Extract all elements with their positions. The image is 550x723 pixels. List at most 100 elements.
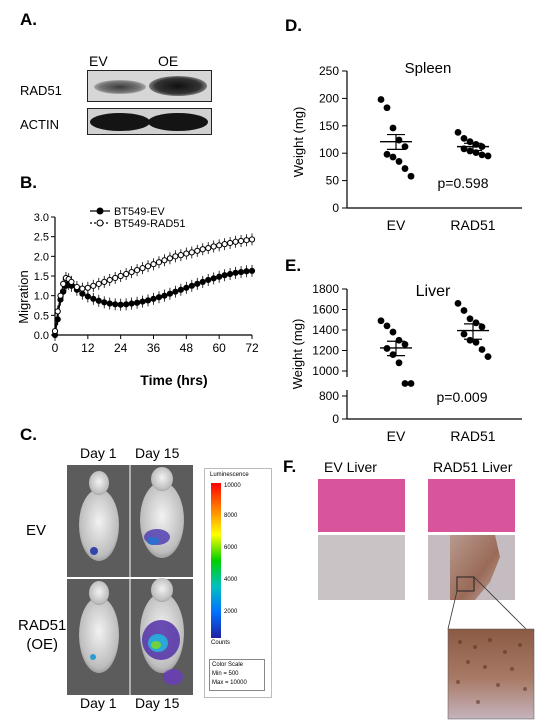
migration-point [172, 288, 179, 295]
migration-y-tick-label: 2.5 [34, 232, 49, 244]
panel-label-f: F. [283, 457, 297, 476]
spleen-point [460, 135, 468, 142]
migration-chart: Migration Time (hrs) 0.0 0.5 1.0 1.5 2.0 2.5 3… [16, 206, 259, 388]
liver-y-tick-label: 1000 [312, 364, 339, 378]
liver-axis-break [342, 377, 352, 390]
migration-point [150, 295, 157, 302]
migration-legend-marker [96, 207, 104, 215]
migration-point [73, 283, 80, 291]
migration-point [106, 300, 113, 307]
migration-point [194, 280, 201, 287]
ev-he-section [318, 479, 405, 532]
migration-point [139, 298, 146, 305]
migration-point [84, 284, 91, 291]
blot-row-actin: ACTIN [20, 117, 59, 132]
migration-y-tick-label: 1.5 [34, 271, 49, 283]
migration-x-label: Time (hrs) [140, 372, 207, 388]
panel-label-e: E. [285, 256, 302, 275]
migration-point [177, 286, 184, 293]
migration-point [150, 261, 157, 268]
migration-point [101, 278, 108, 286]
migration-x-tick-label: 36 [147, 341, 161, 355]
liver-point [466, 315, 474, 323]
spleen-point [407, 172, 415, 180]
migration-point [128, 300, 135, 307]
spleen-y-tick-label: 50 [326, 174, 340, 188]
row-label-rad51: RAD51 (OE) [18, 617, 67, 653]
liver-point [377, 317, 385, 325]
histology-images [318, 479, 535, 720]
migration-x-tick-label: 60 [212, 341, 226, 355]
migration-point [199, 246, 206, 253]
panel-label-b: B. [20, 173, 37, 192]
migration-point [205, 276, 212, 284]
day-label-top-15: Day 15 [135, 445, 180, 461]
spleen-point [395, 136, 403, 144]
spleen-y-tick-label: 200 [319, 91, 339, 105]
spleen-point [401, 143, 409, 151]
spleen-point [478, 151, 486, 159]
migration-point [216, 273, 223, 280]
migration-point [221, 272, 228, 279]
migration-point [237, 268, 245, 276]
spleen-y-tick-label: 250 [319, 64, 339, 78]
spleen-title: Spleen [405, 60, 452, 77]
liver-x-label: EV [387, 428, 406, 444]
imaging-panel: Day 1 Day 15 EV RAD51 (OE) Day 1 Day 15 [10, 440, 280, 723]
liver-point [389, 351, 397, 358]
migration-point [221, 241, 228, 248]
liver-point [395, 359, 403, 367]
liver-point [466, 336, 474, 344]
migration-point [237, 237, 245, 245]
liver-p-value: p=0.009 [437, 389, 488, 405]
migration-x-tick-label: 24 [114, 341, 128, 355]
blot-lane-ev: EV [89, 53, 108, 69]
migration-point [199, 278, 206, 286]
migration-point [243, 237, 250, 244]
liver-point [407, 380, 415, 387]
day-label-bottom-1: Day 1 [80, 695, 117, 711]
liver-y-label: Weight (mg) [290, 319, 305, 390]
liver-y-tick-label: 1200 [312, 344, 339, 358]
migration-point [133, 267, 141, 274]
blot-lane-oe: OE [158, 53, 179, 69]
colorbar-tick-10000: 10000 [224, 483, 241, 489]
migration-point [117, 272, 124, 280]
migration-point [84, 293, 91, 300]
migration-y-tick-label: 3.0 [34, 212, 49, 224]
migration-x-tick-label: 0 [52, 341, 59, 355]
luminescence-colorbar: Luminescence 10000 8000 6000 4000 2000 C… [204, 468, 272, 698]
mouse-rad51-day15 [140, 578, 184, 685]
liver-point [472, 338, 480, 346]
ev-ihc-section [318, 535, 405, 600]
migration-legend-label: BT549-EV [114, 206, 165, 218]
panel-label-a: A. [20, 10, 37, 29]
mouse-rad51-day1 [79, 581, 119, 673]
colorbar-unit: Counts [211, 640, 231, 646]
migration-point [60, 280, 67, 287]
migration-point [188, 282, 195, 289]
migration-y-tick-label: 0.5 [34, 310, 49, 322]
migration-point [155, 259, 163, 266]
liver-point [395, 336, 403, 344]
spleen-point [389, 153, 397, 161]
spleen-point [389, 124, 397, 132]
liver-point [472, 319, 480, 327]
liver-point [389, 328, 397, 336]
liver-point [460, 307, 468, 314]
migration-y-tick-label: 2.0 [34, 251, 49, 263]
blot-row-rad51: RAD51 [20, 83, 62, 98]
day-label-bottom-15: Day 15 [135, 695, 180, 711]
migration-point [95, 297, 102, 304]
spleen-point [395, 158, 403, 165]
migration-point [183, 284, 190, 291]
migration-point [248, 267, 256, 274]
liver-chart: Liver Weight (mg) p=0.009 0 800 1000 1200 14… [290, 282, 522, 444]
colorbar-tick-4000: 4000 [224, 577, 238, 583]
panel-label-d: D. [285, 16, 302, 35]
migration-point [177, 252, 184, 259]
liver-point [460, 330, 468, 338]
migration-point [216, 242, 223, 249]
migration-point [133, 299, 141, 306]
liver-y-tick-label: 1800 [312, 282, 339, 296]
